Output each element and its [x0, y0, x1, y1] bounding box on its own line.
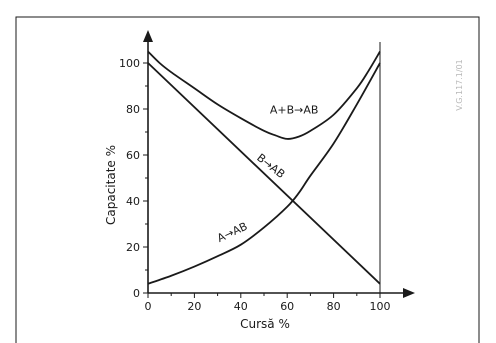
y-tick-label: 80 [126, 103, 140, 116]
y-tick-label: 20 [126, 241, 140, 254]
y-axis-title: Capacitate % [104, 145, 118, 225]
series-line-b-to-ab [147, 62, 381, 285]
annotation-a-to-ab: A→AB [215, 220, 249, 245]
x-axis-title: Cursă % [240, 317, 290, 331]
y-tick-label: 100 [119, 57, 140, 70]
x-tick-label: 20 [187, 300, 201, 313]
x-tick-label: 40 [234, 300, 248, 313]
series-line-a-plus-b-to-ab [147, 50, 381, 140]
x-axis-arrow [403, 288, 415, 298]
series-line-a-to-ab [147, 62, 381, 285]
x-tick-label: 0 [145, 300, 152, 313]
watermark-code: V.G.117.1/01 [455, 59, 464, 111]
y-axis-arrow [143, 30, 153, 42]
figure-border [15, 16, 480, 343]
x-tick-label: 60 [280, 300, 294, 313]
annotation-a-plus-b-to-ab: A+B→AB [270, 104, 319, 117]
annotation-b-to-ab: B→AB [254, 151, 287, 181]
x-tick-label: 80 [327, 300, 341, 313]
y-tick-label: 60 [126, 149, 140, 162]
x-tick-label: 100 [370, 300, 391, 313]
y-tick-label: 0 [133, 287, 140, 300]
plot-area: 0 20 40 60 80 100 0 20 40 60 80 100 A+B→AB B→AB A→AB [119, 30, 415, 313]
y-tick-label: 40 [126, 195, 140, 208]
